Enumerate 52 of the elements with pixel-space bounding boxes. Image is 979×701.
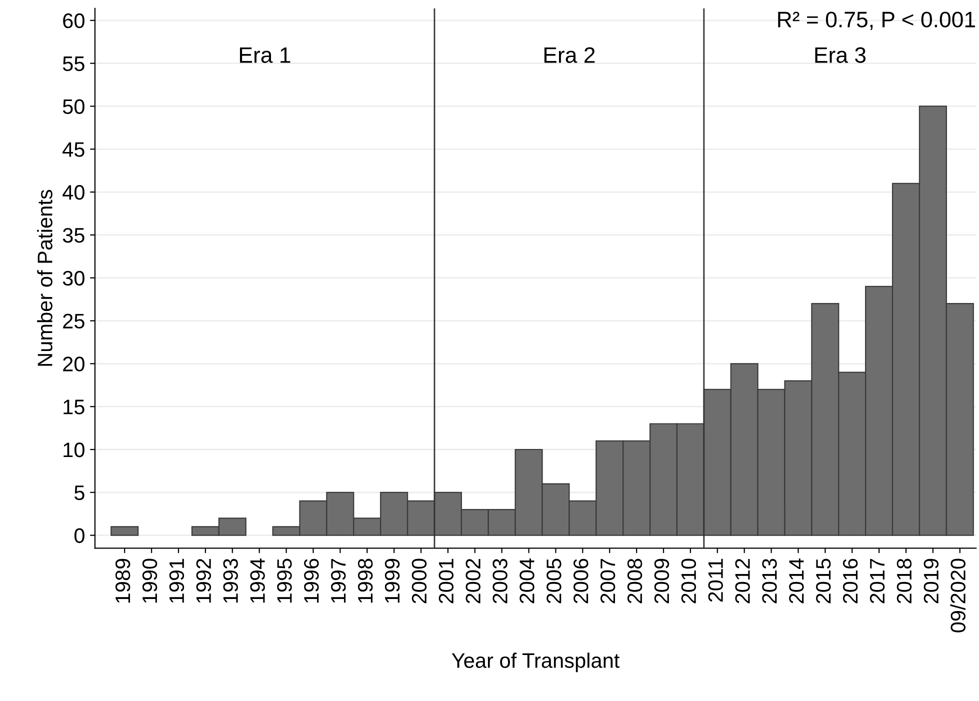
x-tick-label: 2012 bbox=[735, 558, 750, 604]
x-tick-label: 1995 bbox=[277, 558, 292, 603]
x-tick-label: 1996 bbox=[304, 558, 319, 603]
y-tick-label: 0 bbox=[74, 528, 84, 544]
x-tick-label: 2009 bbox=[654, 558, 670, 604]
annotation: Era 1 bbox=[240, 47, 290, 63]
y-tick-label: 15 bbox=[64, 400, 84, 414]
y-tick-label: 5 bbox=[74, 486, 84, 500]
y-tick-label: 10 bbox=[64, 442, 84, 458]
x-tick-label: 2007 bbox=[600, 558, 616, 604]
x-tick-label: 2006 bbox=[574, 558, 588, 604]
x-tick-label: 2000 bbox=[412, 558, 427, 604]
y-tick-label: 45 bbox=[62, 142, 84, 157]
y-tick-label: 25 bbox=[63, 314, 84, 329]
y-tick-label: 40 bbox=[62, 185, 84, 200]
x-tick-label: 1994 bbox=[250, 558, 265, 603]
x-tick-label: 2017 bbox=[870, 558, 885, 604]
x-tick-label: 2010 bbox=[681, 558, 696, 604]
x-axis-title: Year of Transplant bbox=[452, 652, 620, 672]
x-tick-label: 2016 bbox=[842, 558, 858, 604]
y-tick-label: 50 bbox=[62, 99, 84, 114]
x-tick-label: 1997 bbox=[331, 558, 346, 603]
x-tick-label: 1992 bbox=[196, 558, 212, 603]
x-tick-label: 2001 bbox=[438, 558, 454, 604]
x-tick-label: 1989 bbox=[115, 558, 130, 603]
x-tick-label: 2008 bbox=[627, 558, 642, 604]
y-tick-label: 35 bbox=[62, 228, 84, 243]
x-tick-label: 2005 bbox=[546, 558, 562, 604]
x-tick-label: 1993 bbox=[223, 558, 238, 603]
y-tick-label: 30 bbox=[62, 270, 84, 286]
bar bbox=[110, 526, 139, 536]
x-tick-label: 2013 bbox=[762, 558, 777, 604]
x-tick-label: 2011 bbox=[708, 558, 723, 602]
x-tick-label: 1991 bbox=[169, 558, 184, 603]
x-tick-label: 2003 bbox=[492, 558, 508, 604]
y-tick-label: 20 bbox=[63, 356, 84, 372]
x-tick-label: 2019 bbox=[924, 558, 939, 604]
y-tick-label: 55 bbox=[62, 56, 84, 72]
y-axis-title: Number of Patients bbox=[37, 190, 52, 366]
x-tick-label: 2015 bbox=[816, 558, 831, 604]
x-tick-label: 09/2020 bbox=[950, 558, 966, 632]
x-tick-label: 2014 bbox=[789, 558, 804, 604]
annotation: Era 3 bbox=[815, 47, 866, 63]
y-tick-label: 60 bbox=[63, 13, 84, 28]
annotation: Era 2 bbox=[544, 47, 595, 63]
x-tick-label: 1999 bbox=[384, 558, 400, 603]
x-tick-label: 2018 bbox=[896, 558, 912, 604]
annotation: R² = 0.75, P < 0.001 bbox=[778, 12, 975, 30]
x-tick-label: 1990 bbox=[142, 558, 158, 603]
x-tick-label: 2004 bbox=[520, 558, 534, 604]
x-tick-label: 1998 bbox=[358, 558, 373, 603]
x-tick-label: 2002 bbox=[466, 558, 480, 604]
